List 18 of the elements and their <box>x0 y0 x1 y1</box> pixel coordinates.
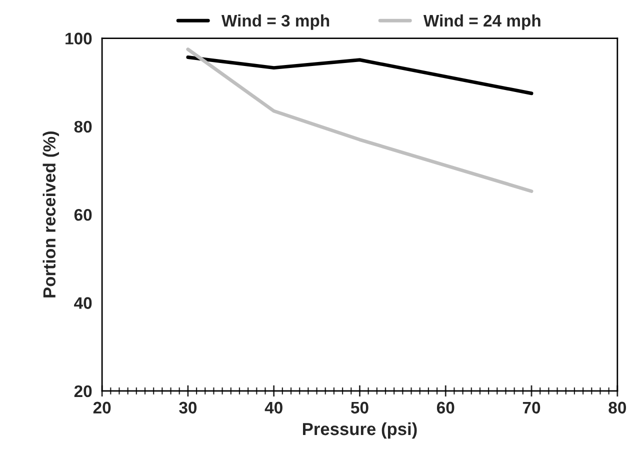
x-axis-title: Pressure (psi) <box>303 422 417 439</box>
y-tick-label: 100 <box>66 32 92 44</box>
x-tick-label: 70 <box>522 402 540 414</box>
legend-label: Wind = 3 mph <box>221 14 330 30</box>
x-tick-label: 40 <box>264 402 282 414</box>
line-series <box>186 55 534 96</box>
y-tick-label: 80 <box>74 120 92 133</box>
x-tick-label: 60 <box>436 402 454 414</box>
y-tick-label: 20 <box>74 385 92 398</box>
y-tick-label: 60 <box>74 208 92 221</box>
x-tick-label: 80 <box>608 402 626 414</box>
x-tick-label: 50 <box>350 402 368 414</box>
legend-label: Wind = 24 mph <box>423 14 540 30</box>
y-tick-label: 40 <box>74 297 92 309</box>
x-tick-label: 20 <box>93 402 111 414</box>
line-series <box>186 48 534 193</box>
x-tick-label: 30 <box>179 402 197 414</box>
y-axis-title: Portion received (%) <box>42 132 59 298</box>
